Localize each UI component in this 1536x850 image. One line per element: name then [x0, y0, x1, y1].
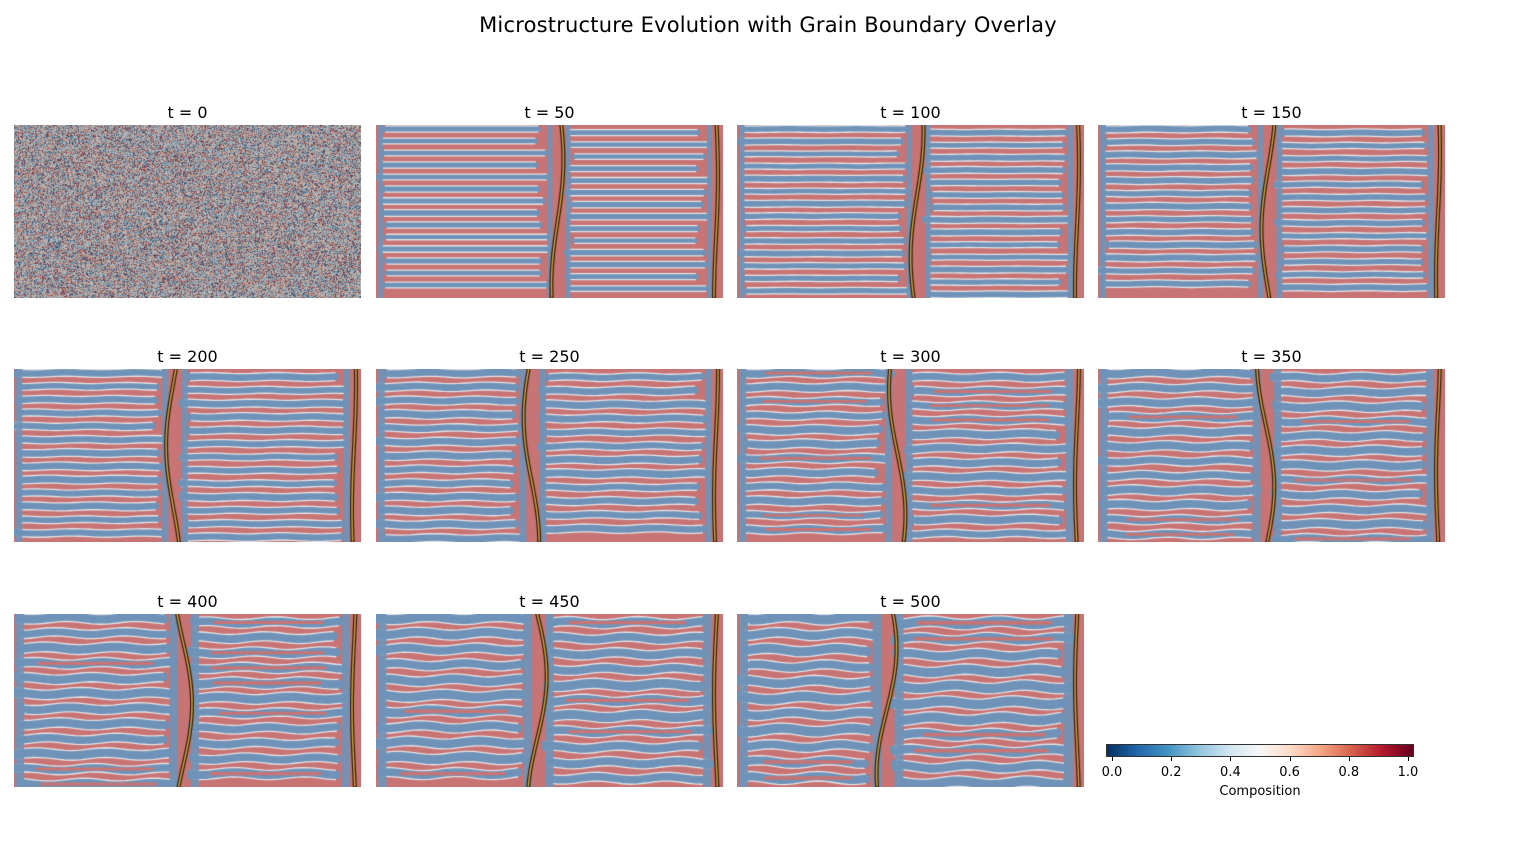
panel-title: t = 400 [157, 592, 218, 611]
colorbar-label: Composition [1219, 784, 1301, 799]
colorbar [1106, 744, 1414, 757]
colorbar-tick-label: 0.0 [1101, 765, 1123, 780]
colorbar-tick [1348, 757, 1350, 761]
panel-title: t = 100 [880, 103, 941, 122]
colorbar-tick-label: 0.2 [1160, 765, 1182, 780]
panel-title: t = 0 [167, 103, 208, 122]
composition-field [376, 614, 723, 787]
colorbar-tick [1289, 757, 1291, 761]
panel-title: t = 250 [519, 347, 580, 366]
colorbar-tick [1171, 757, 1173, 761]
colorbar-tick [1230, 757, 1232, 761]
composition-field [14, 614, 361, 787]
panel-title: t = 450 [519, 592, 580, 611]
panel-title: t = 300 [880, 347, 941, 366]
composition-field [376, 125, 723, 298]
composition-field [14, 125, 361, 298]
composition-field [737, 125, 1084, 298]
panel-title: t = 150 [1241, 103, 1302, 122]
composition-field [14, 369, 361, 542]
composition-field [737, 369, 1084, 542]
colorbar-tick-label: 0.4 [1220, 765, 1241, 780]
colorbar-tick-label: 1.0 [1397, 765, 1419, 780]
panel-title: t = 500 [880, 592, 941, 611]
panel-title: t = 200 [157, 347, 218, 366]
panel-title: t = 350 [1241, 347, 1302, 366]
composition-field [1098, 125, 1445, 298]
panel-title: t = 50 [524, 103, 575, 122]
colorbar-tick [1112, 757, 1113, 761]
composition-field [737, 614, 1084, 787]
colorbar-tick-label: 0.6 [1279, 765, 1300, 780]
colorbar-tick-label: 0.8 [1338, 765, 1360, 780]
figure-title: Microstructure Evolution with Grain Boun… [479, 13, 1057, 37]
composition-field [376, 369, 723, 542]
composition-field [1098, 369, 1445, 542]
colorbar-tick [1408, 757, 1409, 761]
